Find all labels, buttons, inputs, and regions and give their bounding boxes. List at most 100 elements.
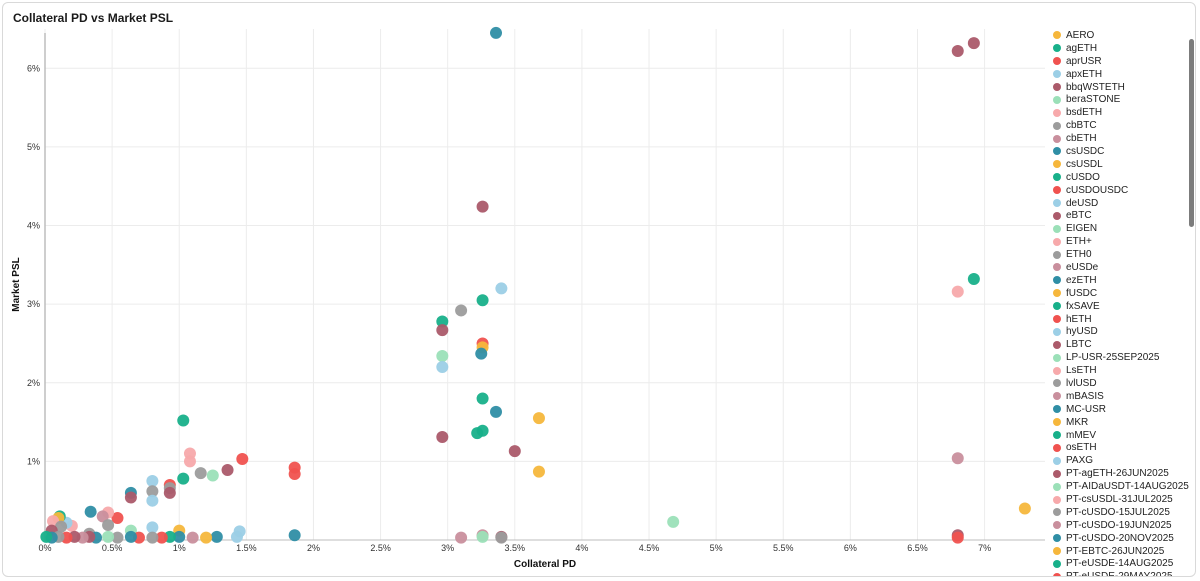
legend-swatch	[1053, 121, 1061, 130]
legend-item[interactable]: cbETH	[1053, 132, 1183, 145]
legend-item[interactable]: ETH0	[1053, 248, 1183, 261]
legend-swatch	[1053, 469, 1061, 478]
legend-item[interactable]: eBTC	[1053, 209, 1183, 222]
legend-swatch	[1053, 57, 1061, 66]
legend-item[interactable]: hETH	[1053, 313, 1183, 326]
legend-label: cbBTC	[1066, 120, 1097, 132]
legend-item[interactable]: PAXG	[1053, 454, 1183, 467]
scatter-point	[236, 453, 249, 466]
legend-item[interactable]: osETH	[1053, 442, 1183, 455]
x-tick-label: 6.5%	[907, 543, 928, 553]
legend-label: EIGEN	[1066, 223, 1098, 235]
legend-swatch	[1053, 289, 1061, 298]
legend-item[interactable]: fUSDC	[1053, 287, 1183, 300]
legend-item[interactable]: mMEV	[1053, 429, 1183, 442]
legend-swatch	[1053, 160, 1061, 169]
legend-item[interactable]: PT-AIDaUSDT-14AUG2025	[1053, 480, 1189, 493]
scatter-point	[436, 350, 449, 363]
legend-label: mMEV	[1066, 429, 1096, 441]
legend-item[interactable]: csUSDC	[1053, 145, 1183, 158]
legend-label: MKR	[1066, 416, 1089, 428]
x-tick-label: 6%	[844, 543, 857, 553]
legend-swatch	[1053, 211, 1061, 220]
legend-item[interactable]: PT-agETH-26JUN2025	[1053, 467, 1183, 480]
legend-item[interactable]: hyUSD	[1053, 325, 1183, 338]
legend-item[interactable]: PT-cUSDO-19JUN2025	[1053, 519, 1183, 532]
legend-swatch	[1053, 521, 1061, 530]
y-tick-label: 4%	[27, 221, 40, 231]
legend-swatch	[1053, 302, 1061, 311]
legend-swatch	[1053, 392, 1061, 401]
legend-label: mBASIS	[1066, 390, 1104, 402]
legend-item[interactable]: bbqWSTETH	[1053, 81, 1183, 94]
legend-item[interactable]: LBTC	[1053, 338, 1183, 351]
scatter-point	[436, 324, 449, 337]
y-tick-label: 6%	[27, 63, 40, 73]
legend-item[interactable]: lvlUSD	[1053, 377, 1183, 390]
legend-item[interactable]: fxSAVE	[1053, 300, 1183, 313]
legend-item[interactable]: mBASIS	[1053, 390, 1183, 403]
y-tick-label: 5%	[27, 142, 40, 152]
legend-item[interactable]: csUSDL	[1053, 158, 1183, 171]
legend-swatch	[1053, 482, 1061, 491]
legend-swatch	[1053, 456, 1061, 465]
legend-item[interactable]: apxETH	[1053, 68, 1183, 81]
x-tick-label: 5%	[710, 543, 723, 553]
legend-item[interactable]: PT-EBTC-26JUN2025	[1053, 545, 1183, 558]
legend-item[interactable]: PT-cUSDO-20NOV2025	[1053, 532, 1183, 545]
legend-label: cUSDO	[1066, 171, 1100, 183]
legend-label: PT-eUSDE-14AUG2025	[1066, 558, 1174, 570]
legend-item[interactable]: PT-cUSDO-15JUL2025	[1053, 506, 1183, 519]
legend-item[interactable]: MC-USR	[1053, 403, 1183, 416]
legend-item[interactable]: agETH	[1053, 42, 1183, 55]
legend-item[interactable]: LP-USR-25SEP2025	[1053, 351, 1183, 364]
legend-item[interactable]: cUSDOUSDC	[1053, 184, 1183, 197]
legend-item[interactable]: PT-eUSDE-14AUG2025	[1053, 558, 1183, 571]
legend-item[interactable]: aprUSR	[1053, 55, 1183, 68]
legend-item[interactable]: PT-eUSDE-29MAY2025	[1053, 570, 1183, 576]
legend-item[interactable]: AERO	[1053, 29, 1183, 42]
scatter-point	[177, 472, 190, 485]
legend-label: fUSDC	[1066, 287, 1098, 299]
scatter-plot: 0% 0.5% 1% 1.5% 2% 2.5% 3% 3.5% 4% 4.5% 5% 5.5% 6% 6.…	[11, 26, 1045, 570]
legend-label: PT-cUSDO-19JUN2025	[1066, 519, 1172, 531]
scatter-point	[173, 530, 186, 543]
legend-item[interactable]: MKR	[1053, 416, 1183, 429]
legend-swatch	[1053, 405, 1061, 414]
legend-swatch	[1053, 534, 1061, 543]
legend-scrollbar-thumb[interactable]	[1189, 39, 1194, 227]
legend-item[interactable]: ezETH	[1053, 274, 1183, 287]
legend-item[interactable]: cbBTC	[1053, 119, 1183, 132]
scatter-point	[532, 465, 545, 478]
legend-swatch	[1053, 379, 1061, 388]
legend-swatch	[1053, 224, 1061, 233]
legend-label: csUSDL	[1066, 158, 1103, 170]
scatter-point	[288, 467, 301, 480]
legend-item[interactable]: EIGEN	[1053, 222, 1183, 235]
scatter-point	[436, 315, 449, 328]
legend-item[interactable]: eUSDe	[1053, 261, 1183, 274]
legend-label: LP-USR-25SEP2025	[1066, 352, 1160, 364]
legend-item[interactable]: ETH+	[1053, 235, 1183, 248]
scatter-point	[96, 510, 109, 523]
legend-label: bbqWSTETH	[1066, 81, 1125, 93]
legend-label: aprUSR	[1066, 55, 1102, 67]
scatter-point	[508, 445, 521, 458]
legend-item[interactable]: deUSD	[1053, 197, 1183, 210]
legend-item[interactable]: beraSTONE	[1053, 93, 1183, 106]
legend-item[interactable]: cUSDO	[1053, 171, 1183, 184]
scatter-point	[436, 431, 449, 444]
scatter-point	[490, 405, 503, 418]
x-tick-label: 7%	[978, 543, 991, 553]
scatter-point	[177, 414, 190, 427]
scatter-point	[951, 45, 964, 58]
scatter-point	[951, 531, 964, 544]
legend-swatch	[1053, 237, 1061, 246]
legend-item[interactable]: LsETH	[1053, 364, 1183, 377]
legend-label: PT-cUSDO-15JUL2025	[1066, 506, 1170, 518]
y-tick-label: 3%	[27, 299, 40, 309]
legend-item[interactable]: bsdETH	[1053, 106, 1183, 119]
legend-item[interactable]: PT-csUSDL-31JUL2025	[1053, 493, 1183, 506]
x-tick-label: 4%	[575, 543, 588, 553]
